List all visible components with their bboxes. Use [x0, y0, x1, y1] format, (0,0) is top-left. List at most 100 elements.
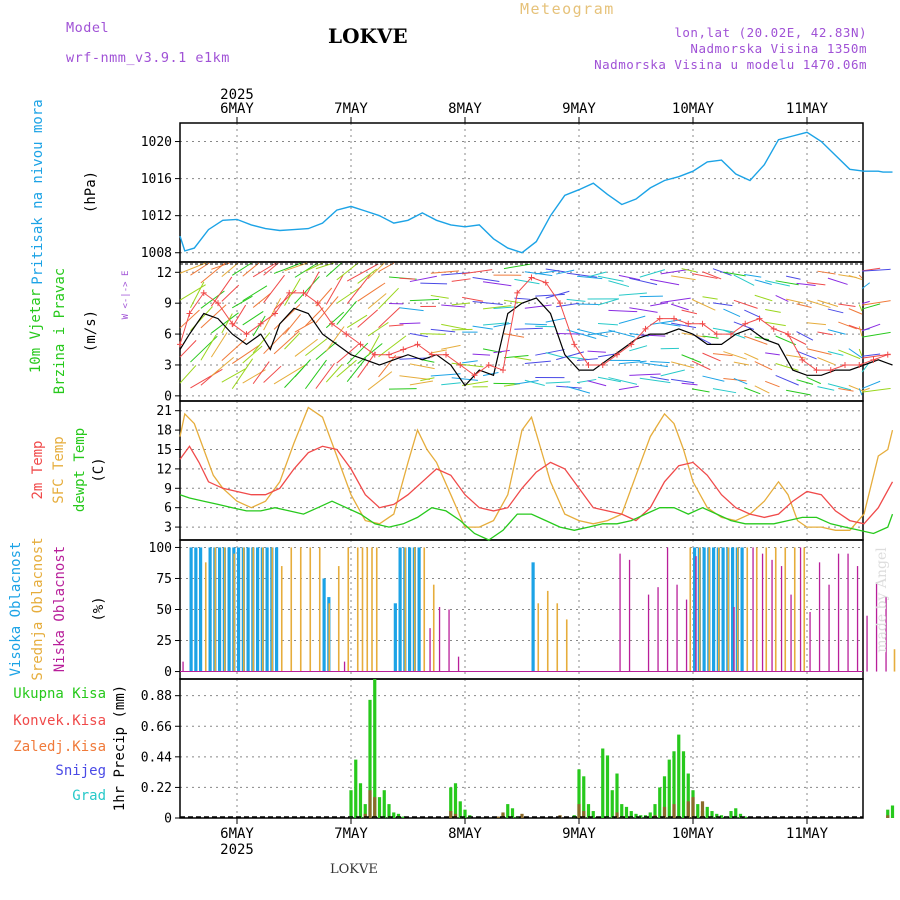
cloud-bar [666, 547, 669, 672]
wind-arrow [420, 377, 435, 382]
wind-arrow [263, 297, 282, 331]
cloud-bar [457, 656, 460, 672]
high-cloud-label: Visoka Oblacnost [8, 542, 24, 677]
cloud-bar [685, 599, 688, 672]
low-cloud-label: Niska Oblacnost [52, 546, 68, 672]
wind-gust-marker [443, 351, 449, 358]
wind-arrow [660, 297, 691, 303]
wind-arrow [817, 299, 839, 307]
wind-arrow [503, 333, 525, 338]
wind-arrow [723, 271, 746, 277]
cloud-bar [417, 547, 421, 672]
wind-arrow [671, 322, 697, 329]
top-date-label: 11MAY [786, 101, 829, 117]
precip-bar [634, 813, 638, 818]
wind-arrow [221, 368, 246, 383]
wind-arrow [691, 299, 716, 311]
wind-arrow [179, 262, 206, 274]
wind-arrow [524, 304, 552, 309]
wind-gust-marker [557, 300, 563, 307]
wind-arrow [733, 299, 758, 309]
top-date-label: 6MAY [220, 101, 254, 117]
wind-arrow [608, 309, 638, 313]
wind-gust-marker [329, 320, 335, 327]
wind-arrow [861, 353, 881, 357]
precip-bar [510, 808, 515, 818]
cloud-bar [885, 597, 887, 672]
wind-arrow [524, 379, 545, 386]
wind-arrow [441, 344, 461, 350]
cloud-bar [708, 547, 711, 672]
cloud-bar [448, 609, 450, 672]
wind-arrow [305, 307, 324, 327]
wind-arrow [629, 345, 648, 352]
wind-arrow [242, 262, 260, 277]
wind-gust-marker [599, 361, 606, 368]
wind-arrow [765, 321, 786, 327]
precip-bar [463, 809, 467, 818]
wind-arrow [252, 262, 277, 278]
precip-konvek-bar [886, 815, 890, 818]
wind-arrow [263, 365, 282, 383]
wind-arrow [765, 380, 780, 388]
wind-arrow [305, 338, 328, 357]
wind-arrow [346, 314, 368, 329]
wind-arrow [629, 373, 661, 376]
cloud-bar [182, 661, 184, 672]
wind-arrow [263, 262, 279, 276]
wind-arrow [514, 297, 531, 300]
wind-arrow [179, 339, 197, 358]
wind-arrow [284, 262, 308, 272]
wind-arrow [744, 335, 768, 345]
cloud-bar [233, 553, 236, 672]
pressure-tick-label: 1008 [141, 246, 172, 261]
wind-arrow [336, 262, 359, 281]
wind-arrow [754, 361, 773, 371]
wind-arrow [650, 319, 682, 325]
precip-bar [653, 804, 657, 818]
wind-arrow [221, 338, 247, 361]
wind-gust-marker [343, 331, 350, 338]
model-label: Model [66, 20, 110, 36]
wind-gust-marker [200, 289, 207, 296]
wind-arrow [618, 292, 647, 296]
cloud-bar [366, 547, 369, 672]
model-name: wrf-nmm_v3.9.1 e1km [66, 50, 230, 66]
wind-arrow [838, 303, 856, 308]
cloud-bar [698, 547, 701, 672]
precip-bar [662, 776, 667, 818]
wind-gust-marker [614, 351, 620, 358]
bottom-date-label: 7MAY [334, 826, 368, 842]
top-date-label: 7MAY [334, 101, 368, 117]
precip-konvek-bar [373, 797, 377, 818]
wind-arrow [587, 380, 607, 387]
precip-bar [358, 783, 363, 818]
wind-arrow [733, 377, 748, 385]
wind-arrow [294, 359, 311, 378]
cloud-bar [356, 547, 359, 672]
wind-arrow [861, 268, 891, 272]
wind-arrow [712, 388, 737, 394]
wind-gust-marker [870, 356, 877, 363]
precip-bar [387, 804, 391, 818]
precip-tick-label: 0.88 [141, 689, 172, 704]
wind-arrow [744, 352, 759, 360]
wind-arrow [409, 380, 434, 386]
wind-arrow [566, 298, 586, 302]
wind-arrow [702, 375, 725, 382]
precip-bar [610, 790, 614, 818]
wind-arrow [430, 349, 447, 354]
precip-tick-label: 0.22 [141, 781, 172, 796]
wind-gust-marker [215, 300, 221, 307]
precip-konvek-bar [615, 812, 619, 818]
wind-arrow [587, 330, 615, 336]
wind-arrow [535, 269, 560, 275]
wind-arrow [315, 296, 339, 324]
wind-arrow [765, 352, 780, 356]
cloud-bar [702, 547, 706, 672]
wind-arrow [597, 298, 619, 306]
wind-label-1: 10m Vjetar [28, 289, 44, 373]
wind-arrow [493, 322, 511, 328]
cloud-bar [803, 547, 806, 672]
wind-arrow [336, 359, 357, 378]
